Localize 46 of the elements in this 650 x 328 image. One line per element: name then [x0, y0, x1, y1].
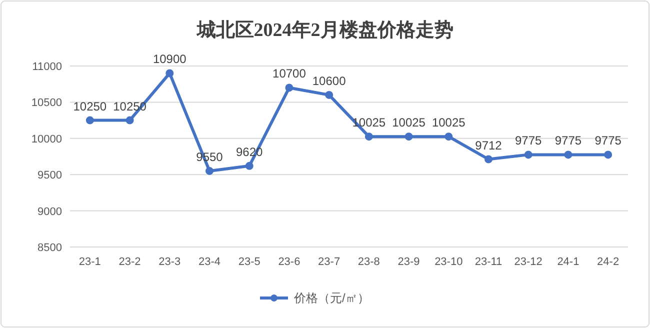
point — [484, 155, 492, 164]
y-tick-label: 10000 — [31, 133, 62, 146]
point — [524, 150, 532, 159]
data-label: 10700 — [272, 66, 306, 81]
y-tick-label: 8500 — [38, 242, 62, 254]
y-tick-label: 11000 — [32, 61, 62, 73]
y-tick-label: 9000 — [38, 206, 62, 218]
x-tick-label: 23-3 — [158, 256, 181, 268]
point — [325, 90, 334, 99]
x-tick-label: 23-10 — [434, 256, 463, 268]
x-tick-label: 23-12 — [514, 256, 542, 268]
x-tick-label: 23-8 — [358, 256, 380, 268]
x-tick-label: 23-9 — [398, 256, 420, 268]
legend-label: 价格（元/㎡） — [293, 291, 370, 305]
x-tick-label: 23-4 — [198, 256, 221, 268]
x-tick-label: 24-1 — [557, 256, 580, 268]
point — [604, 150, 612, 159]
point — [364, 132, 373, 141]
point — [126, 116, 134, 124]
data-label: 10250 — [73, 99, 107, 114]
data-label: 10025 — [392, 116, 426, 130]
x-tick-label: 23-6 — [278, 256, 300, 268]
data-label: 10900 — [152, 52, 187, 66]
x-tick-label: 23-7 — [318, 256, 340, 268]
data-label: 10600 — [312, 74, 346, 88]
point — [564, 150, 572, 159]
point — [404, 132, 413, 141]
y-tick-label: 9500 — [38, 170, 62, 182]
data-label: 9775 — [594, 134, 622, 148]
point — [166, 69, 174, 78]
point — [285, 84, 294, 92]
x-tick-label: 23-2 — [118, 256, 141, 268]
point — [206, 166, 214, 175]
data-label: 9712 — [475, 138, 502, 152]
point — [86, 116, 94, 124]
x-tick-label: 24-2 — [597, 256, 620, 268]
x-tick-label: 23-11 — [474, 256, 502, 268]
data-label: 10025 — [432, 116, 466, 130]
y-tick-label: 10500 — [31, 97, 62, 110]
point — [444, 132, 453, 141]
x-tick-label: 23-5 — [238, 256, 260, 268]
data-label: 9775 — [515, 134, 542, 148]
x-tick-label: 23-1 — [78, 256, 101, 268]
data-label: 9775 — [554, 134, 582, 148]
point — [245, 162, 254, 170]
chart-title: 城北区2024年2月楼盘价格走势 — [196, 19, 454, 41]
